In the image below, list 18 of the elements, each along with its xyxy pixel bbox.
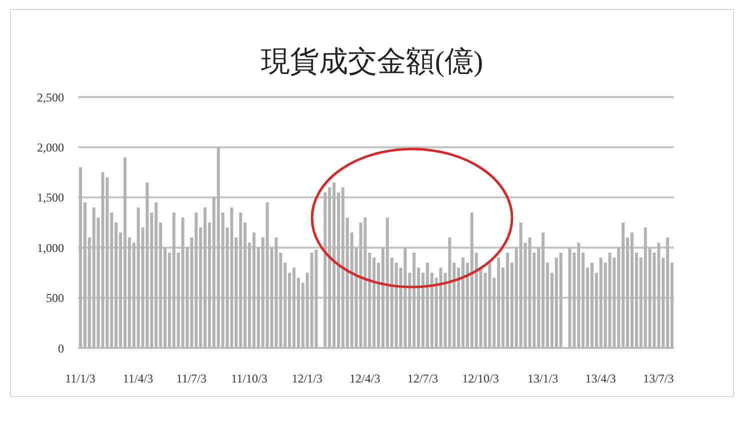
x-tick-label: 13/7/3 [643, 372, 674, 386]
x-tick-label: 13/1/3 [527, 372, 558, 386]
y-tick-label: 1,500 [37, 190, 64, 205]
chart-title: 現貨成交金額(億) [260, 45, 484, 79]
y-tick-label: 2,000 [37, 140, 64, 154]
y-tick-label: 1,000 [37, 240, 64, 255]
x-tick-label: 11/7/3 [176, 372, 207, 386]
x-tick-label: 12/1/3 [292, 372, 322, 386]
x-tick-label: 11/10/3 [231, 372, 268, 386]
y-tick-label: 0 [58, 341, 64, 356]
x-tick-label: 12/4/3 [350, 372, 380, 386]
x-tick-label: 13/4/3 [585, 372, 616, 386]
y-tick-label: 500 [46, 291, 64, 306]
x-tick-label: 11/1/3 [65, 372, 96, 386]
x-tick-label: 12/7/3 [407, 372, 438, 386]
y-tick-label: 2,500 [37, 90, 64, 104]
x-tick-label: 11/4/3 [122, 372, 154, 386]
x-tick-label: 12/10/3 [462, 372, 499, 386]
